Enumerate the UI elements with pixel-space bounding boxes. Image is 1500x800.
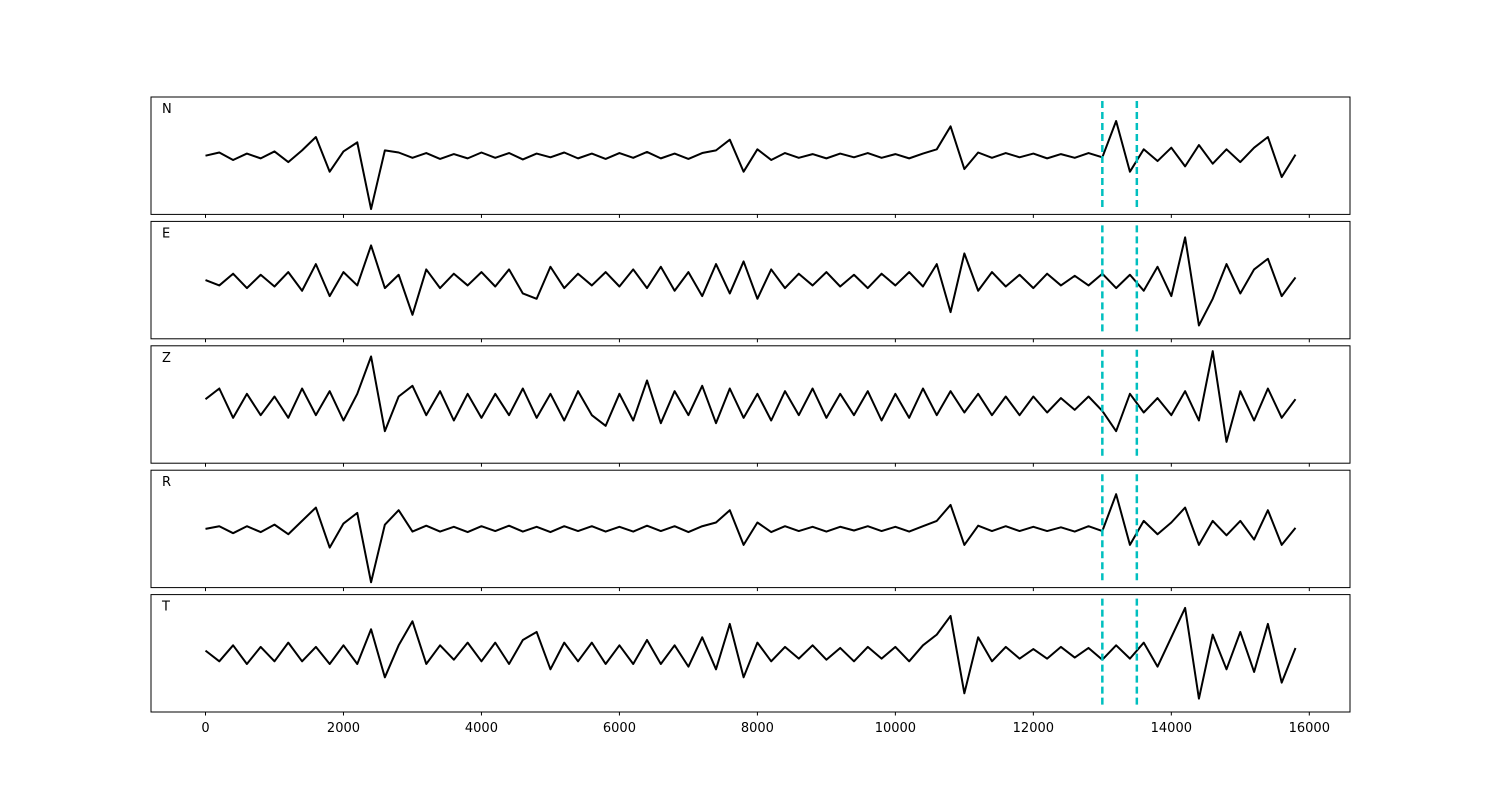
panel-frame [150,96,1351,215]
x-tick-label: 12000 [1013,721,1054,736]
x-tick-label: 14000 [1151,721,1192,736]
trace [205,236,1297,327]
x-tick-label: 2000 [327,721,360,736]
panel-label: N [162,102,172,117]
panel-label: T [161,600,170,615]
x-tick-label: 16000 [1289,721,1330,736]
panel-label: R [162,475,171,490]
panel-label: E [162,226,170,241]
panel-frame [150,220,1351,340]
panel-frame [150,345,1351,464]
panel-frame [150,594,1351,713]
trace [205,120,1297,211]
x-tick-label: 4000 [465,721,498,736]
x-tick-label: 6000 [603,721,636,736]
x-tick-label: 0 [201,721,209,736]
trace [205,493,1297,584]
panel-frame [150,469,1351,589]
x-tick-label: 8000 [741,721,774,736]
trace [204,606,1297,700]
x-tick-label: 10000 [875,721,916,736]
trace [204,350,1297,443]
panel-label: Z [162,351,171,366]
